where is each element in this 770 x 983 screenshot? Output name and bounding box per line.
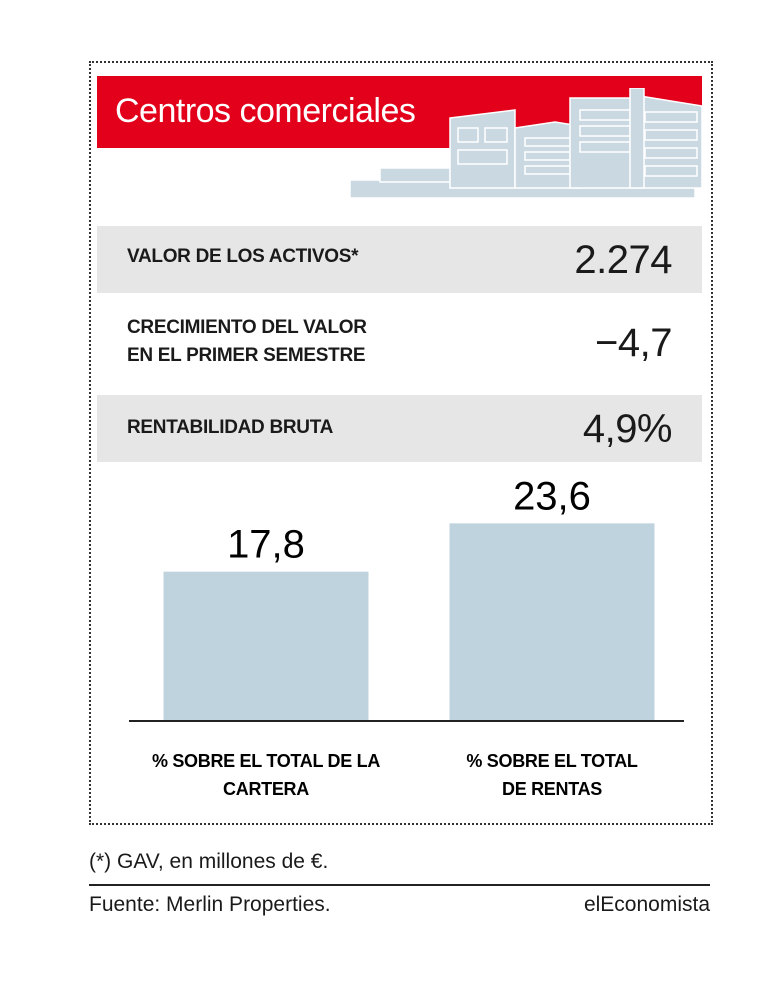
bar-value-label: 23,6 (513, 474, 591, 518)
category-label: DE RENTAS (502, 779, 602, 799)
bar-2 (449, 523, 655, 720)
category-label: CARTERA (223, 779, 309, 799)
bar-value-label: 17,8 (227, 523, 305, 567)
row-value: 2.274 (574, 238, 672, 282)
source-text: Fuente: Merlin Properties. (89, 893, 331, 916)
footer-divider (89, 884, 710, 886)
row-crecimiento-valor: CRECIMIENTO DEL VALOR EN EL PRIMER SEMES… (97, 301, 702, 386)
building-illustration (349, 88, 702, 199)
category-label: % SOBRE EL TOTAL DE LA (152, 751, 380, 771)
infographic-frame (89, 61, 713, 825)
row-label: CRECIMIENTO DEL VALOR EN EL PRIMER SEMES… (127, 317, 367, 366)
category-label: % SOBRE EL TOTAL (466, 751, 638, 771)
brand-credit: elEconomista (583, 893, 710, 916)
row-value: −4,7 (595, 321, 672, 365)
row-value: 4,9% (582, 407, 673, 451)
row-valor-activos: VALOR DE LOS ACTIVOS* 2.274 (97, 226, 702, 293)
row-label: VALOR DE LOS ACTIVOS* (127, 246, 359, 267)
bar-chart: 17,8 % SOBRE EL TOTAL DE LA CARTERA 23,6 % S… (129, 474, 684, 799)
footnote: (*) GAV, en millones de €. (89, 850, 329, 873)
page-title: Centros comerciales (115, 92, 416, 130)
row-rentabilidad-bruta: RENTABILIDAD BRUTA 4,9% (97, 395, 702, 462)
row-label: RENTABILIDAD BRUTA (127, 417, 334, 438)
bar-1 (163, 571, 369, 720)
